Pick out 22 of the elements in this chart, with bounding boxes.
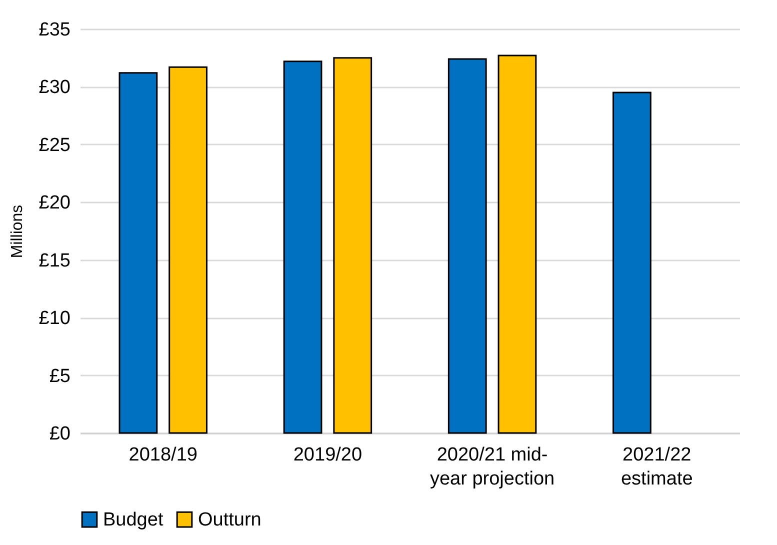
x-tick-label: 2021/22 estimate [620, 444, 693, 490]
bar [498, 54, 537, 434]
x-tick-label: 2020/21 mid-year projection [430, 444, 555, 490]
bar [283, 60, 322, 434]
bar [333, 57, 372, 434]
x-tick-label: 2019/20 [293, 444, 362, 466]
bar [118, 72, 158, 434]
y-tick-label: £25 [38, 134, 70, 156]
bar [612, 92, 652, 434]
bar [448, 58, 487, 434]
y-tick-label: £15 [38, 250, 70, 272]
y-tick-label: £30 [38, 77, 70, 98]
y-axis-title: Millions [8, 204, 26, 258]
x-tick-label: 2018/19 [128, 444, 198, 466]
y-tick-label: £0 [49, 424, 70, 444]
y-tick-label: £10 [38, 308, 70, 330]
bar [168, 66, 208, 434]
y-tick-label: £20 [38, 192, 70, 214]
legend-label: Budget [103, 510, 164, 531]
legend-label: Outturn [198, 510, 262, 531]
y-tick-label: £35 [38, 20, 70, 40]
y-tick-label: £5 [49, 366, 70, 387]
